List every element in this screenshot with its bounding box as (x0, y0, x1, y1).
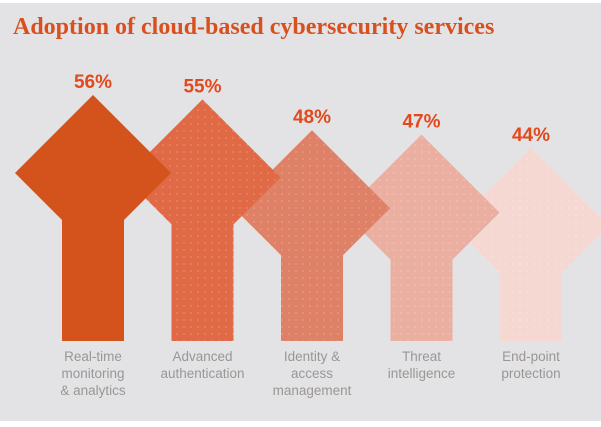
arrow-texture (453, 147, 601, 341)
arrow-texture (343, 134, 500, 341)
value-label: 44% (512, 125, 550, 146)
chart-title: Adoption of cloud-based cybersecurity se… (13, 14, 495, 40)
arrows-chart: 44% 47% 48% 55% 56% (15, 72, 601, 342)
arrow-56% (15, 95, 171, 341)
value-label: 56% (74, 72, 112, 93)
arrow-texture (124, 99, 281, 342)
arrow-series: 44% 47% 48% 55% 56% (15, 72, 601, 342)
value-label: 55% (183, 76, 221, 97)
value-label: 47% (402, 112, 440, 133)
value-label: 48% (293, 107, 331, 128)
